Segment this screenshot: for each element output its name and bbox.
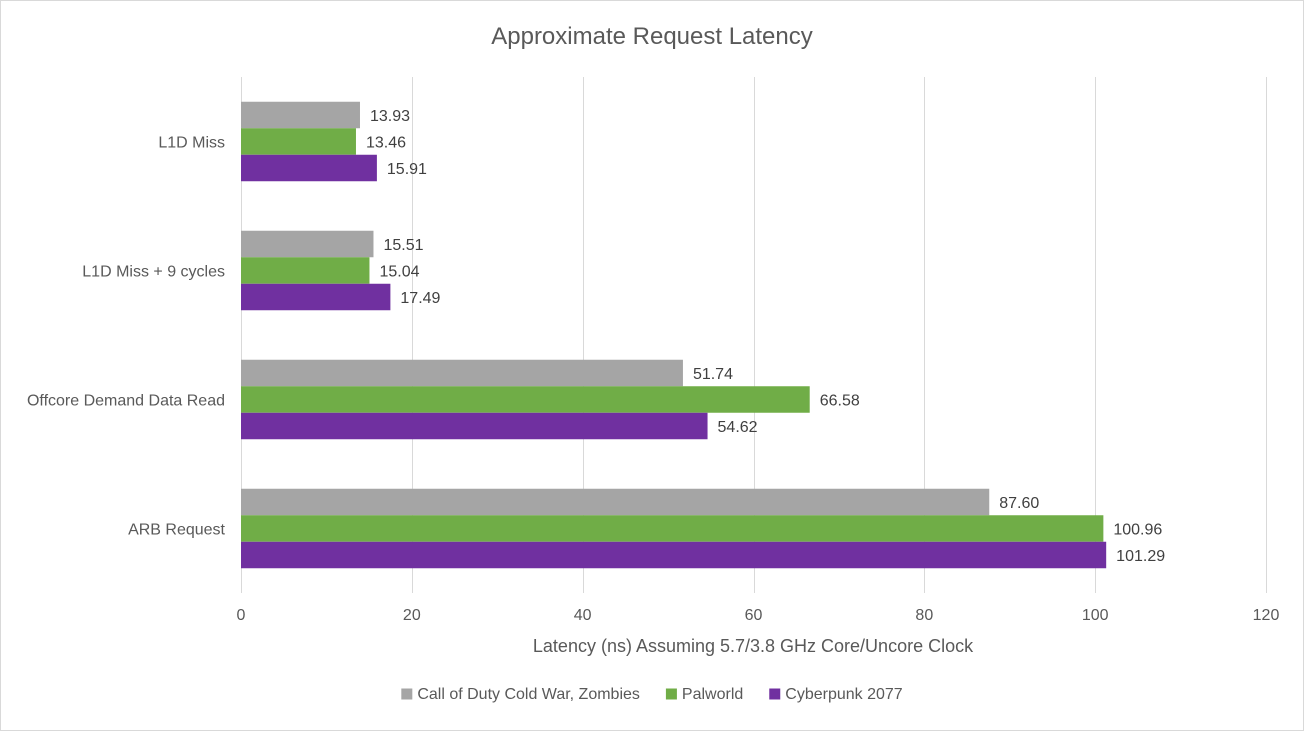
bar <box>241 230 374 258</box>
category-label: L1D Miss <box>158 135 225 152</box>
data-label: 66.58 <box>820 393 860 410</box>
bar <box>241 515 1104 542</box>
chart-title: Approximate Request Latency <box>491 23 813 50</box>
category-label: L1D Miss + 9 cycles <box>82 264 225 281</box>
bar <box>241 541 1107 569</box>
data-label: 101.29 <box>1116 548 1165 565</box>
legend-item: Call of Duty Cold War, Zombies <box>401 686 640 703</box>
gridlines <box>241 77 1267 593</box>
legend-item: Cyberpunk 2077 <box>769 686 903 703</box>
legend-label: Call of Duty Cold War, Zombies <box>417 686 640 703</box>
data-label: 100.96 <box>1113 522 1162 539</box>
bar <box>241 359 683 387</box>
bars <box>241 101 1107 569</box>
x-tick-label: 60 <box>745 607 763 624</box>
bar <box>241 257 370 284</box>
data-label: 54.62 <box>718 419 758 436</box>
data-label: 51.74 <box>693 366 733 383</box>
data-label: 13.46 <box>366 135 406 152</box>
data-label: 87.60 <box>999 495 1039 512</box>
bar <box>241 128 356 155</box>
bar <box>241 386 810 413</box>
x-tick-label: 80 <box>915 607 933 624</box>
data-label: 13.93 <box>370 108 410 125</box>
data-label: 15.91 <box>387 161 427 178</box>
data-label: 15.04 <box>379 264 419 281</box>
x-tick-label: 20 <box>403 607 421 624</box>
legend-swatch <box>769 688 781 700</box>
legend-label: Cyberpunk 2077 <box>785 686 903 703</box>
category-label: ARB Request <box>128 522 225 539</box>
x-tick-label: 120 <box>1253 607 1280 624</box>
x-axis-title: Latency (ns) Assuming 5.7/3.8 GHz Core/U… <box>533 636 974 656</box>
legend-label: Palworld <box>682 686 743 703</box>
x-tick-label: 100 <box>1082 607 1109 624</box>
x-tick-labels: 0 20 40 60 80 100 120 <box>237 607 1280 624</box>
x-tick-label: 40 <box>574 607 592 624</box>
legend-item: Palworld <box>665 686 743 703</box>
legend: Call of Duty Cold War, Zombies Palworld Cy… <box>401 686 903 703</box>
x-tick-label: 0 <box>237 607 246 624</box>
bar <box>241 488 990 516</box>
data-label: 15.51 <box>383 237 423 254</box>
legend-swatch <box>665 688 677 700</box>
bar <box>241 283 391 311</box>
category-label: Offcore Demand Data Read <box>27 393 225 410</box>
bar <box>241 154 377 182</box>
legend-swatch <box>401 688 413 700</box>
category-labels: L1D Miss L1D Miss + 9 cycles Offcore Deman… <box>27 135 226 539</box>
data-labels: 13.93 13.46 15.91 15.51 15.04 17.49 51.74 66.58… <box>366 108 1165 565</box>
bar <box>241 412 708 440</box>
data-label: 17.49 <box>400 290 440 307</box>
bar <box>241 101 360 129</box>
